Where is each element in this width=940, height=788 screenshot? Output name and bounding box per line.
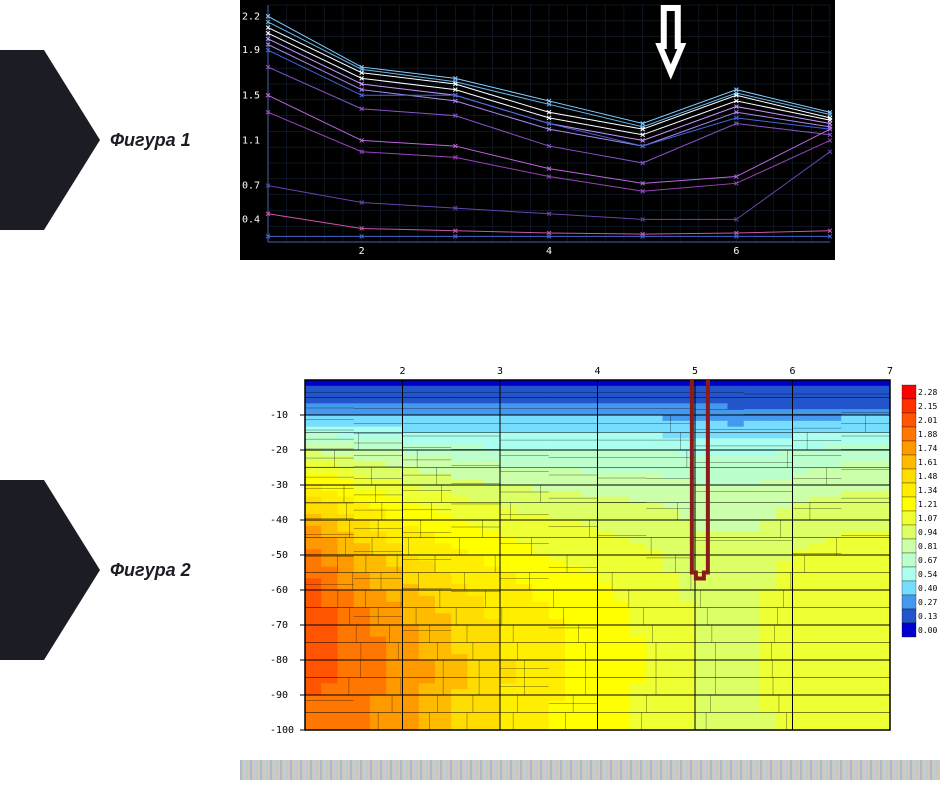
svg-text:0.94: 0.94 [918, 528, 937, 537]
svg-text:-40: -40 [270, 515, 288, 526]
svg-text:0.7: 0.7 [242, 181, 260, 192]
svg-text:0.00: 0.00 [918, 626, 937, 635]
svg-text:2: 2 [400, 366, 406, 377]
svg-text:0.4: 0.4 [242, 214, 260, 225]
figure1-svg: 0.4 0.7 1.1 1.5 1.9 2.2 2 4 6 [240, 0, 835, 260]
svg-text:0.13: 0.13 [918, 612, 937, 621]
svg-text:1.48: 1.48 [918, 472, 937, 481]
pentagon-shape-2 [0, 480, 100, 660]
svg-text:-70: -70 [270, 620, 288, 631]
svg-text:1.9: 1.9 [242, 45, 260, 56]
noise-strip [240, 760, 940, 780]
svg-text:-30: -30 [270, 480, 288, 491]
svg-text:1.34: 1.34 [918, 486, 937, 495]
svg-text:-80: -80 [270, 655, 288, 666]
svg-text:-20: -20 [270, 445, 288, 456]
svg-text:-100: -100 [270, 725, 294, 736]
svg-text:2.01: 2.01 [918, 416, 937, 425]
figure2-label-block: Фигура 2 [0, 480, 220, 660]
pentagon-shape-1 [0, 50, 100, 230]
svg-text:1.74: 1.74 [918, 444, 937, 453]
svg-text:2.15: 2.15 [918, 402, 937, 411]
svg-text:2.2: 2.2 [242, 11, 260, 22]
svg-text:0.67: 0.67 [918, 556, 937, 565]
svg-text:1.1: 1.1 [242, 135, 260, 146]
svg-text:4: 4 [546, 246, 552, 257]
svg-text:6: 6 [790, 366, 796, 377]
figure1-label-block: Фигура 1 [0, 50, 220, 230]
figure1-chart: 0.4 0.7 1.1 1.5 1.9 2.2 2 4 6 [240, 0, 835, 260]
figure2-chart: 2 3 4 5 6 7 -10 -20 -30 -40 -50 -60 -70 -80 -90 -100 2.2… [240, 360, 940, 740]
svg-text:0.40: 0.40 [918, 584, 937, 593]
svg-text:2.28: 2.28 [918, 388, 937, 397]
figure1-label: Фигура 1 [110, 130, 191, 151]
svg-text:0.81: 0.81 [918, 542, 937, 551]
svg-text:-90: -90 [270, 690, 288, 701]
svg-text:2: 2 [359, 246, 365, 257]
svg-text:6: 6 [733, 246, 739, 257]
svg-text:-60: -60 [270, 585, 288, 596]
svg-text:1.21: 1.21 [918, 500, 937, 509]
svg-text:1.5: 1.5 [242, 90, 260, 101]
svg-text:4: 4 [595, 366, 601, 377]
svg-text:-10: -10 [270, 410, 288, 421]
svg-text:3: 3 [497, 366, 503, 377]
svg-text:1.61: 1.61 [918, 458, 937, 467]
svg-text:0.54: 0.54 [918, 570, 937, 579]
svg-text:1.88: 1.88 [918, 430, 937, 439]
svg-text:5: 5 [692, 366, 698, 377]
figure2-svg: 2 3 4 5 6 7 -10 -20 -30 -40 -50 -60 -70 -80 -90 -100 2.2… [240, 360, 940, 740]
svg-text:1.07: 1.07 [918, 514, 937, 523]
figure2-label: Фигура 2 [110, 560, 191, 581]
svg-text:0.27: 0.27 [918, 598, 937, 607]
svg-text:-50: -50 [270, 550, 288, 561]
svg-text:7: 7 [887, 366, 893, 377]
